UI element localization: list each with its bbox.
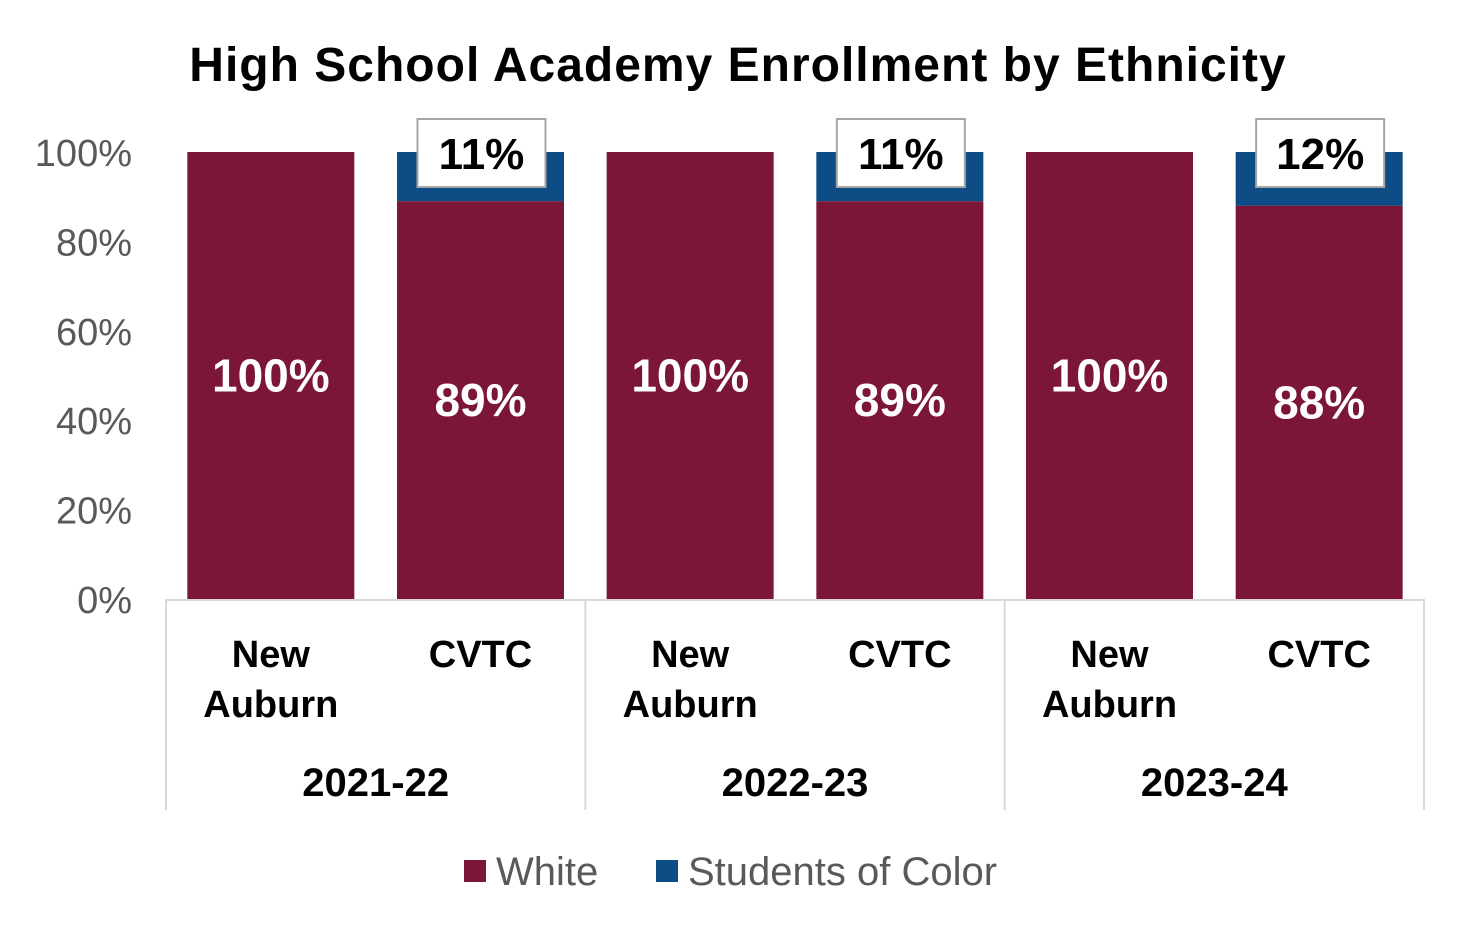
data-label-box — [416, 118, 547, 188]
chart-title: High School Academy Enrollment by Ethnic… — [189, 39, 1287, 92]
legend-label-students-of-color: Students of Color — [688, 850, 997, 894]
y-tick-label: 40% — [56, 401, 132, 443]
bar-white — [397, 201, 564, 600]
group-label: 2022-23 — [722, 761, 869, 805]
legend-swatch-white — [464, 860, 486, 882]
y-tick-label: 20% — [56, 491, 132, 533]
y-tick-label: 60% — [56, 312, 132, 354]
data-label-white: 89% — [434, 374, 526, 426]
legend-label-white: White — [496, 850, 598, 894]
category-label: New Auburn — [203, 634, 338, 726]
data-label-box — [835, 118, 966, 188]
data-label-box — [1255, 118, 1386, 188]
bar-white — [1026, 152, 1193, 599]
category-label: CVTC — [1267, 634, 1370, 676]
bar-white — [816, 201, 984, 600]
category-label: CVTC — [429, 634, 532, 676]
legend-swatch-students-of-color — [656, 860, 678, 882]
category-label: New Auburn — [1042, 634, 1177, 726]
data-label-white: 100% — [631, 350, 749, 402]
data-label-students-of-color: 11% — [439, 130, 525, 179]
data-label-students-of-color: 12% — [1276, 130, 1364, 179]
data-label-white: 100% — [212, 350, 330, 402]
category-label: New Auburn — [623, 634, 758, 726]
category-label: CVTC — [848, 634, 951, 676]
group-label: 2023-24 — [1141, 761, 1289, 805]
bar-white — [187, 152, 355, 599]
data-label-white: 88% — [1273, 376, 1365, 428]
y-tick-label: 80% — [56, 222, 132, 264]
data-label-students-of-color: 11% — [858, 130, 944, 179]
data-label-white: 100% — [1051, 350, 1169, 402]
group-label: 2021-22 — [302, 761, 449, 805]
y-tick-label: 0% — [77, 580, 132, 622]
data-label-white: 89% — [854, 374, 946, 426]
y-tick-label: 100% — [35, 133, 132, 175]
bar-white — [1235, 205, 1403, 599]
bar-white — [606, 152, 774, 599]
